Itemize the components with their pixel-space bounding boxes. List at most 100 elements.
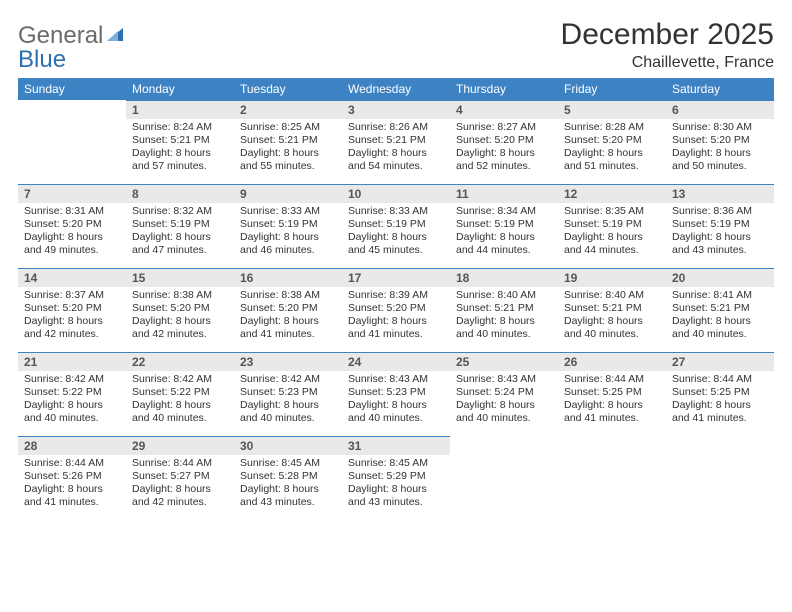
day-details: Sunrise: 8:26 AMSunset: 5:21 PMDaylight:… — [342, 119, 450, 178]
weekday-header: Saturday — [666, 78, 774, 100]
day-details: Sunrise: 8:33 AMSunset: 5:19 PMDaylight:… — [234, 203, 342, 262]
day-number: 11 — [450, 184, 558, 203]
calendar-cell: 4Sunrise: 8:27 AMSunset: 5:20 PMDaylight… — [450, 100, 558, 184]
day-number: 7 — [18, 184, 126, 203]
day-details: Sunrise: 8:27 AMSunset: 5:20 PMDaylight:… — [450, 119, 558, 178]
day-number: 14 — [18, 268, 126, 287]
calendar-cell: 21Sunrise: 8:42 AMSunset: 5:22 PMDayligh… — [18, 352, 126, 436]
header: GeneralBlue December 2025 Chaillevette, … — [18, 18, 774, 72]
calendar-cell: 19Sunrise: 8:40 AMSunset: 5:21 PMDayligh… — [558, 268, 666, 352]
day-details: Sunrise: 8:39 AMSunset: 5:20 PMDaylight:… — [342, 287, 450, 346]
day-number: 8 — [126, 184, 234, 203]
day-number: 10 — [342, 184, 450, 203]
day-number: 24 — [342, 352, 450, 371]
weekday-header: Friday — [558, 78, 666, 100]
day-number: 12 — [558, 184, 666, 203]
day-details: Sunrise: 8:42 AMSunset: 5:22 PMDaylight:… — [126, 371, 234, 430]
day-details: Sunrise: 8:40 AMSunset: 5:21 PMDaylight:… — [558, 287, 666, 346]
day-details: Sunrise: 8:40 AMSunset: 5:21 PMDaylight:… — [450, 287, 558, 346]
day-number: 4 — [450, 100, 558, 119]
day-details: Sunrise: 8:36 AMSunset: 5:19 PMDaylight:… — [666, 203, 774, 262]
day-details: Sunrise: 8:38 AMSunset: 5:20 PMDaylight:… — [126, 287, 234, 346]
calendar-cell: 7Sunrise: 8:31 AMSunset: 5:20 PMDaylight… — [18, 184, 126, 268]
day-number: 31 — [342, 436, 450, 455]
page-title: December 2025 — [561, 18, 774, 52]
day-number: 27 — [666, 352, 774, 371]
day-details: Sunrise: 8:44 AMSunset: 5:26 PMDaylight:… — [18, 455, 126, 514]
calendar-cell: 17Sunrise: 8:39 AMSunset: 5:20 PMDayligh… — [342, 268, 450, 352]
day-number: 23 — [234, 352, 342, 371]
day-details: Sunrise: 8:43 AMSunset: 5:23 PMDaylight:… — [342, 371, 450, 430]
calendar-cell: 27Sunrise: 8:44 AMSunset: 5:25 PMDayligh… — [666, 352, 774, 436]
day-details: Sunrise: 8:42 AMSunset: 5:22 PMDaylight:… — [18, 371, 126, 430]
day-details: Sunrise: 8:25 AMSunset: 5:21 PMDaylight:… — [234, 119, 342, 178]
day-details: Sunrise: 8:30 AMSunset: 5:20 PMDaylight:… — [666, 119, 774, 178]
calendar-table: SundayMondayTuesdayWednesdayThursdayFrid… — [18, 78, 774, 520]
logo-triangle-icon — [105, 24, 125, 48]
day-number: 20 — [666, 268, 774, 287]
calendar-cell: 10Sunrise: 8:33 AMSunset: 5:19 PMDayligh… — [342, 184, 450, 268]
day-details: Sunrise: 8:43 AMSunset: 5:24 PMDaylight:… — [450, 371, 558, 430]
weekday-header: Wednesday — [342, 78, 450, 100]
day-details: Sunrise: 8:44 AMSunset: 5:27 PMDaylight:… — [126, 455, 234, 514]
day-details: Sunrise: 8:28 AMSunset: 5:20 PMDaylight:… — [558, 119, 666, 178]
day-number: 16 — [234, 268, 342, 287]
day-details: Sunrise: 8:42 AMSunset: 5:23 PMDaylight:… — [234, 371, 342, 430]
location-label: Chaillevette, France — [561, 54, 774, 72]
day-number: 9 — [234, 184, 342, 203]
day-number: 22 — [126, 352, 234, 371]
day-details: Sunrise: 8:44 AMSunset: 5:25 PMDaylight:… — [666, 371, 774, 430]
weekday-header: Thursday — [450, 78, 558, 100]
day-number: 17 — [342, 268, 450, 287]
day-number: 13 — [666, 184, 774, 203]
day-details: Sunrise: 8:44 AMSunset: 5:25 PMDaylight:… — [558, 371, 666, 430]
calendar-cell: 14Sunrise: 8:37 AMSunset: 5:20 PMDayligh… — [18, 268, 126, 352]
calendar-cell: 2Sunrise: 8:25 AMSunset: 5:21 PMDaylight… — [234, 100, 342, 184]
day-number: 5 — [558, 100, 666, 119]
calendar-header-row: SundayMondayTuesdayWednesdayThursdayFrid… — [18, 78, 774, 100]
day-number: 6 — [666, 100, 774, 119]
day-details: Sunrise: 8:41 AMSunset: 5:21 PMDaylight:… — [666, 287, 774, 346]
calendar-cell: 9Sunrise: 8:33 AMSunset: 5:19 PMDaylight… — [234, 184, 342, 268]
day-number: 15 — [126, 268, 234, 287]
day-details: Sunrise: 8:34 AMSunset: 5:19 PMDaylight:… — [450, 203, 558, 262]
day-details: Sunrise: 8:37 AMSunset: 5:20 PMDaylight:… — [18, 287, 126, 346]
weekday-header: Monday — [126, 78, 234, 100]
calendar-cell: 18Sunrise: 8:40 AMSunset: 5:21 PMDayligh… — [450, 268, 558, 352]
day-number: 26 — [558, 352, 666, 371]
calendar-cell: 16Sunrise: 8:38 AMSunset: 5:20 PMDayligh… — [234, 268, 342, 352]
calendar-cell: 20Sunrise: 8:41 AMSunset: 5:21 PMDayligh… — [666, 268, 774, 352]
logo-text-blue: Blue — [18, 46, 66, 73]
calendar-cell: 11Sunrise: 8:34 AMSunset: 5:19 PMDayligh… — [450, 184, 558, 268]
day-number: 2 — [234, 100, 342, 119]
day-details: Sunrise: 8:31 AMSunset: 5:20 PMDaylight:… — [18, 203, 126, 262]
calendar-cell: 28Sunrise: 8:44 AMSunset: 5:26 PMDayligh… — [18, 436, 126, 520]
day-details: Sunrise: 8:33 AMSunset: 5:19 PMDaylight:… — [342, 203, 450, 262]
calendar-cell: . — [450, 436, 558, 520]
title-block: December 2025 Chaillevette, France — [561, 18, 774, 72]
day-details: Sunrise: 8:38 AMSunset: 5:20 PMDaylight:… — [234, 287, 342, 346]
day-number: 3 — [342, 100, 450, 119]
day-details: Sunrise: 8:35 AMSunset: 5:19 PMDaylight:… — [558, 203, 666, 262]
day-number: 18 — [450, 268, 558, 287]
day-number: 19 — [558, 268, 666, 287]
calendar-cell: 23Sunrise: 8:42 AMSunset: 5:23 PMDayligh… — [234, 352, 342, 436]
calendar-cell: . — [18, 100, 126, 184]
day-number: 28 — [18, 436, 126, 455]
calendar-cell: 22Sunrise: 8:42 AMSunset: 5:22 PMDayligh… — [126, 352, 234, 436]
calendar-cell: 15Sunrise: 8:38 AMSunset: 5:20 PMDayligh… — [126, 268, 234, 352]
day-details: Sunrise: 8:24 AMSunset: 5:21 PMDaylight:… — [126, 119, 234, 178]
day-number: 30 — [234, 436, 342, 455]
calendar-cell: . — [666, 436, 774, 520]
day-details: Sunrise: 8:45 AMSunset: 5:28 PMDaylight:… — [234, 455, 342, 514]
day-number: 1 — [126, 100, 234, 119]
calendar-cell: 3Sunrise: 8:26 AMSunset: 5:21 PMDaylight… — [342, 100, 450, 184]
calendar-cell: 29Sunrise: 8:44 AMSunset: 5:27 PMDayligh… — [126, 436, 234, 520]
logo-text-general: General — [18, 22, 103, 49]
calendar-cell: 1Sunrise: 8:24 AMSunset: 5:21 PMDaylight… — [126, 100, 234, 184]
calendar-body: .1Sunrise: 8:24 AMSunset: 5:21 PMDayligh… — [18, 100, 774, 520]
day-number: 21 — [18, 352, 126, 371]
calendar-cell: 30Sunrise: 8:45 AMSunset: 5:28 PMDayligh… — [234, 436, 342, 520]
calendar-cell: 13Sunrise: 8:36 AMSunset: 5:19 PMDayligh… — [666, 184, 774, 268]
day-details: Sunrise: 8:45 AMSunset: 5:29 PMDaylight:… — [342, 455, 450, 514]
